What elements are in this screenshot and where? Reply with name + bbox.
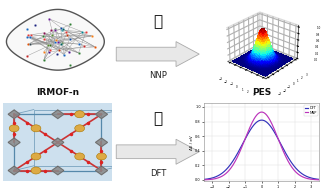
DFT — [216, 175, 220, 177]
Polygon shape — [52, 138, 64, 147]
Circle shape — [31, 125, 41, 132]
Legend: DFT, NNP: DFT, NNP — [304, 105, 318, 116]
Circle shape — [31, 153, 41, 160]
Text: PES: PES — [252, 88, 271, 98]
DFT — [275, 135, 279, 138]
Circle shape — [75, 125, 84, 132]
Polygon shape — [8, 166, 20, 175]
Polygon shape — [8, 110, 20, 119]
Polygon shape — [6, 9, 104, 70]
Circle shape — [97, 153, 107, 160]
Text: DFT: DFT — [150, 169, 166, 178]
NNP — [275, 134, 279, 137]
DFT — [286, 155, 290, 158]
NNP — [260, 111, 264, 113]
DFT — [240, 145, 244, 147]
Line: NNP: NNP — [204, 112, 319, 180]
Polygon shape — [116, 42, 199, 67]
DFT — [202, 178, 206, 180]
Text: 🚲: 🚲 — [154, 112, 163, 126]
NNP — [202, 179, 206, 181]
Polygon shape — [95, 138, 108, 147]
Polygon shape — [52, 110, 64, 119]
Circle shape — [31, 167, 41, 174]
NNP — [216, 177, 220, 179]
DFT — [248, 130, 252, 132]
Circle shape — [9, 125, 19, 132]
Text: IRMOF-n: IRMOF-n — [36, 88, 79, 97]
DFT — [286, 156, 290, 159]
DFT — [317, 178, 321, 180]
Circle shape — [75, 111, 84, 118]
DFT — [260, 119, 264, 121]
Text: NNP: NNP — [149, 71, 167, 81]
Polygon shape — [8, 138, 20, 147]
Polygon shape — [116, 139, 199, 164]
NNP — [286, 160, 290, 162]
NNP — [248, 127, 252, 129]
Text: 🚀: 🚀 — [154, 14, 163, 29]
Circle shape — [75, 153, 84, 160]
Polygon shape — [52, 166, 64, 175]
Polygon shape — [95, 166, 108, 175]
Line: DFT: DFT — [204, 120, 319, 179]
NNP — [317, 179, 321, 181]
Y-axis label: ΔE / eV: ΔE / eV — [190, 135, 194, 150]
NNP — [240, 146, 244, 149]
Polygon shape — [95, 110, 108, 119]
NNP — [286, 159, 290, 161]
